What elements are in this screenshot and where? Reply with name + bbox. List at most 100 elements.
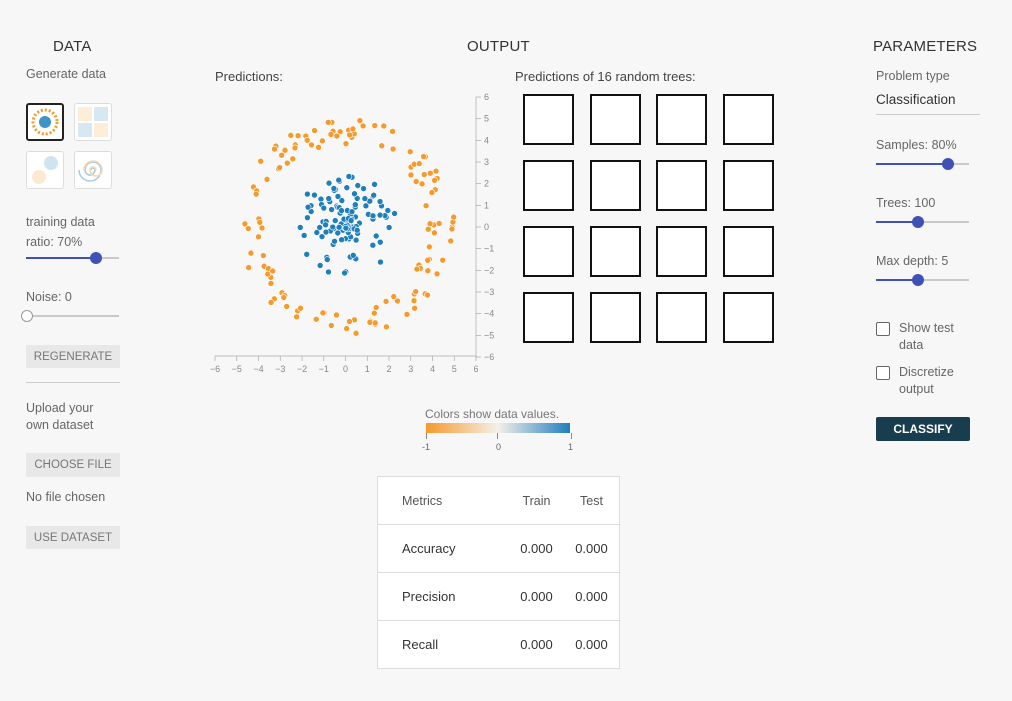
samples-slider-knob[interactable] — [942, 158, 954, 170]
dataset-spiral-thumbnail[interactable] — [74, 151, 112, 189]
data-point-class-1 — [384, 207, 392, 214]
y-tick-label: −5 — [484, 330, 494, 340]
data-point-class-neg1 — [450, 213, 457, 221]
table-row: Accuracy 0.000 0.000 — [378, 524, 619, 573]
data-point-class-neg1 — [420, 153, 427, 160]
data-point-class-neg1 — [406, 148, 414, 156]
x-tick-label: −3 — [275, 364, 285, 374]
data-point-class-neg1 — [267, 280, 275, 287]
data-point-class-neg1 — [324, 119, 332, 126]
color-scale-bar — [426, 423, 570, 433]
metrics-header: Metrics — [378, 477, 509, 525]
classify-button[interactable]: CLASSIFY — [876, 417, 970, 441]
data-point-class-1 — [316, 262, 324, 269]
data-point-class-neg1 — [271, 145, 278, 153]
max-depth-slider[interactable] — [876, 270, 969, 290]
data-point-class-1 — [347, 217, 355, 224]
x-tick-label: 5 — [452, 364, 457, 374]
data-point-class-1 — [352, 236, 360, 244]
noise-label: Noise: 0 — [26, 290, 72, 304]
tree-prediction-14 — [589, 292, 641, 343]
x-tick-label: −5 — [232, 364, 242, 374]
data-point-class-neg1 — [407, 171, 415, 179]
data-point-class-neg1 — [333, 132, 341, 140]
training-ratio-slider-knob[interactable] — [90, 252, 102, 264]
y-tick-label: 2 — [484, 179, 489, 189]
data-point-class-neg1 — [263, 176, 271, 183]
dataset-circle-thumbnail[interactable] — [26, 103, 64, 141]
dataset-xor-thumbnail[interactable] — [74, 103, 112, 141]
no-file-chosen-text: No file chosen — [26, 490, 106, 504]
data-point-class-1 — [352, 201, 359, 208]
train-header: Train — [508, 477, 564, 525]
data-point-class-neg1 — [432, 167, 440, 175]
data-point-class-neg1 — [346, 131, 353, 139]
data-point-class-neg1 — [352, 329, 360, 337]
x-tick-label: 0 — [343, 364, 348, 374]
metric-train-value: 0.000 — [508, 572, 564, 621]
training-ratio-slider[interactable] — [26, 248, 119, 268]
noise-slider-knob[interactable] — [21, 310, 33, 322]
show-test-data-checkbox[interactable] — [876, 322, 890, 336]
data-point-class-neg1 — [448, 225, 456, 233]
data-point-class-neg1 — [293, 313, 300, 321]
data-point-class-neg1 — [311, 127, 318, 134]
data-point-class-neg1 — [424, 291, 431, 299]
x-tick-label: 4 — [430, 364, 435, 374]
y-tick-label: −1 — [484, 244, 494, 254]
show-test-data-label: Show test data — [899, 321, 954, 352]
choose-file-button[interactable]: CHOOSE FILE — [26, 453, 120, 477]
discretize-output-checkbox[interactable] — [876, 366, 890, 380]
metric-name: Recall — [402, 637, 439, 652]
samples-slider[interactable] — [876, 154, 969, 174]
data-point-class-neg1 — [389, 128, 396, 135]
y-tick-label: 0 — [484, 222, 489, 232]
data-point-class-neg1 — [346, 318, 353, 325]
data-point-class-neg1 — [289, 155, 297, 163]
data-point-class-neg1 — [422, 202, 430, 210]
data-point-class-neg1 — [264, 270, 272, 278]
data-point-class-1 — [322, 221, 329, 229]
data-point-class-1 — [353, 226, 361, 234]
tree-prediction-12 — [722, 226, 774, 277]
data-point-class-1 — [323, 256, 331, 263]
data-point-class-neg1 — [319, 137, 326, 145]
data-point-class-neg1 — [241, 220, 249, 228]
data-point-class-neg1 — [256, 218, 264, 226]
data-point-class-1 — [354, 182, 362, 189]
problem-type-select[interactable]: Classification — [876, 92, 980, 115]
trees-slider[interactable] — [876, 212, 969, 232]
data-point-class-neg1 — [420, 171, 428, 178]
noise-slider[interactable] — [21, 306, 119, 326]
tree-prediction-11 — [656, 226, 707, 277]
data-point-class-neg1 — [247, 249, 255, 257]
spiral-dataset-icon — [78, 160, 103, 182]
tree-prediction-1 — [523, 94, 574, 145]
data-point-class-neg1 — [260, 252, 267, 259]
data-point-class-neg1 — [411, 304, 418, 312]
data-point-class-neg1 — [390, 293, 398, 300]
gaussian-dataset-icon — [32, 156, 58, 184]
trees-slider-knob[interactable] — [912, 216, 924, 228]
data-point-class-1 — [335, 176, 343, 184]
table-row: Precision 0.000 0.000 — [378, 572, 619, 621]
data-point-class-1 — [330, 185, 338, 192]
data-point-class-neg1 — [435, 220, 443, 227]
data-point-class-neg1 — [394, 297, 401, 305]
data-point-class-neg1 — [276, 164, 283, 171]
data-point-class-1 — [376, 238, 384, 246]
data-point-class-neg1 — [366, 319, 374, 326]
samples-label: Samples: 80% — [876, 138, 957, 152]
use-dataset-button[interactable]: USE DATASET — [26, 526, 120, 549]
regenerate-button[interactable]: REGENERATE — [26, 345, 120, 368]
x-tick-label: 2 — [386, 364, 391, 374]
max-depth-slider-knob[interactable] — [912, 274, 924, 286]
data-point-class-1 — [296, 224, 304, 231]
data-point-class-1 — [341, 269, 348, 277]
metrics-table: Metrics Train Test Accuracy 0.000 0.000 … — [378, 477, 619, 668]
trees-label: Trees: 100 — [876, 196, 936, 210]
dataset-gaussian-thumbnail[interactable] — [26, 151, 64, 189]
data-point-class-neg1 — [431, 176, 438, 184]
y-tick-label: −6 — [484, 352, 494, 362]
data-point-class-1 — [362, 202, 370, 210]
